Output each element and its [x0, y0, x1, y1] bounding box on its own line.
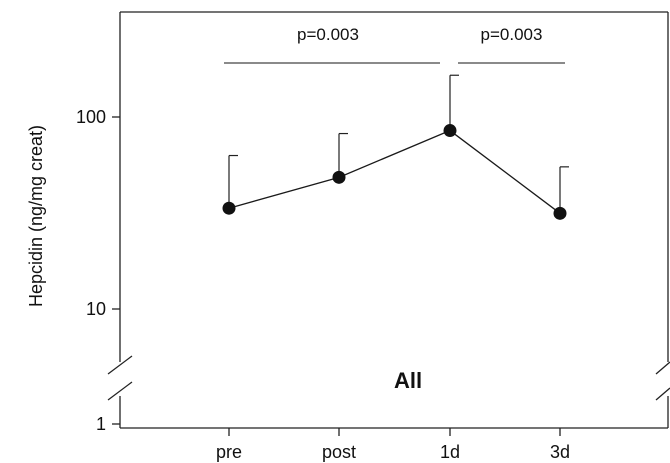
- y-tick-label: 10: [86, 299, 106, 319]
- x-tick-label: 3d: [550, 442, 570, 462]
- y-tick-label: 100: [76, 107, 106, 127]
- data-point: [443, 124, 457, 138]
- axis-break-mark: [107, 381, 133, 401]
- significance-annotations: p=0.003 p=0.003: [224, 25, 565, 64]
- axis-break-mark: [655, 361, 670, 375]
- axis-break-mark: [107, 355, 133, 375]
- data-point: [222, 201, 236, 215]
- axis-break-mark: [655, 387, 670, 401]
- series-line: [228, 129, 561, 214]
- series-layer: [222, 74, 569, 220]
- plot-frame: [107, 11, 670, 429]
- axis-layer: 1 10 100 pre post 1d 3d: [76, 107, 570, 462]
- y-tick-label: 1: [96, 414, 106, 434]
- x-tick-label: 1d: [440, 442, 460, 462]
- x-tick-label: post: [322, 442, 356, 462]
- panel-label: All: [394, 368, 422, 393]
- significance-label: p=0.003: [297, 25, 359, 44]
- data-point: [553, 206, 567, 220]
- x-tick-label: pre: [216, 442, 242, 462]
- data-point: [332, 170, 346, 184]
- y-axis-title: Hepcidin (ng/mg creat): [26, 125, 46, 307]
- significance-label: p=0.003: [481, 25, 543, 44]
